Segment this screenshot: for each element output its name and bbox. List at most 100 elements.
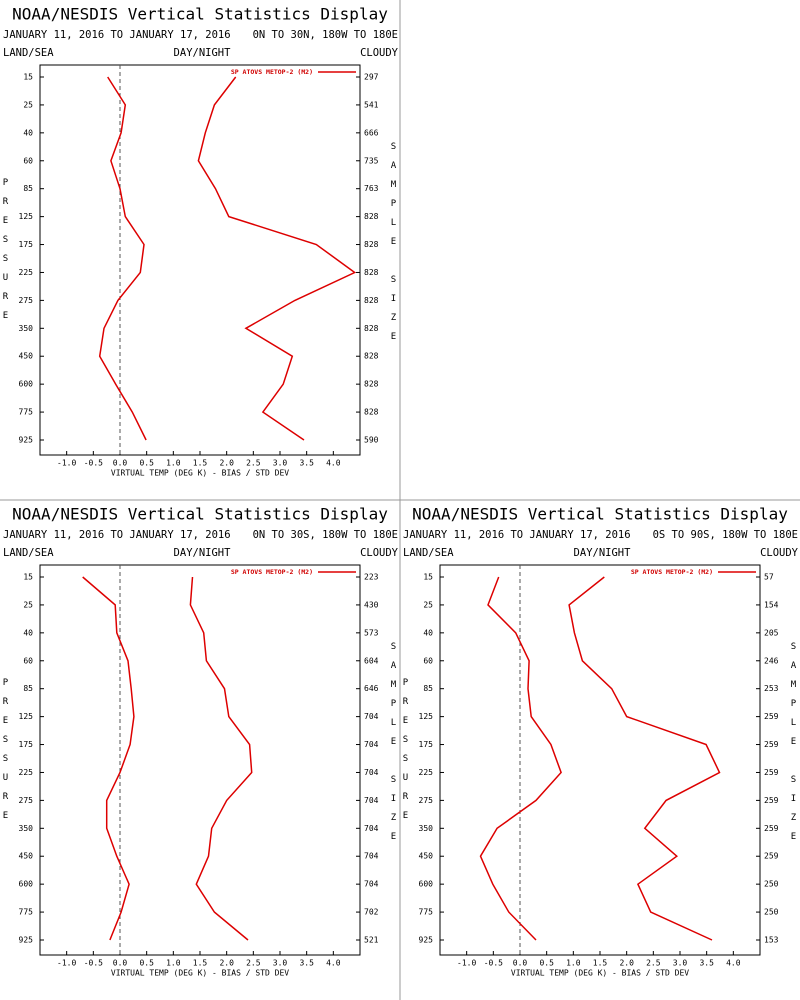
sample-size: 259 <box>764 796 779 805</box>
x-tick-label: 3.5 <box>299 959 314 968</box>
x-tick-label: 4.0 <box>326 459 341 468</box>
pressure-label: 40 <box>423 628 433 637</box>
pressure-label: 40 <box>23 128 33 137</box>
x-tick-label: 1.0 <box>566 959 581 968</box>
x-tick-label: 3.5 <box>699 959 714 968</box>
sample-size: 828 <box>364 212 379 221</box>
subtitle: JANUARY 11, 2016 TO JANUARY 17, 2016 <box>403 529 631 541</box>
pressure-label: 225 <box>19 768 34 777</box>
pressure-label: 450 <box>19 352 34 361</box>
pressure-label: 15 <box>423 573 433 582</box>
sample-size: 250 <box>764 880 779 889</box>
region: 0N TO 30N, 180W TO 180E <box>253 29 398 41</box>
pressure-label: 15 <box>23 573 33 582</box>
pressure-label: 60 <box>23 156 33 165</box>
x-tick-label: 2.5 <box>646 959 661 968</box>
sample-size: 250 <box>764 908 779 917</box>
legend-label: SP ATOVS METOP-2 (M2) <box>631 568 713 576</box>
x-tick-label: -0.5 <box>84 459 103 468</box>
std-dev-line <box>189 576 253 941</box>
x-tick-label: 1.5 <box>593 959 608 968</box>
chart-panel: NOAA/NESDIS Vertical Statistics Display J… <box>1 505 399 978</box>
sample-size: 430 <box>364 600 379 609</box>
land-sea-label: LAND/SEA <box>3 547 54 559</box>
x-tick-label: 2.5 <box>246 959 261 968</box>
cloudy-label: CLOUDY <box>360 47 399 59</box>
x-axis-label: VIRTUAL TEMP (DEG K) - BIAS / STD DEV <box>511 969 689 978</box>
pressure-label: 125 <box>419 712 434 721</box>
y-axis-label: PRESSURE <box>1 678 11 830</box>
pressure-label: 175 <box>19 240 34 249</box>
x-tick-label: 0.5 <box>539 959 554 968</box>
x-tick-label: 1.0 <box>166 959 181 968</box>
sample-size: 828 <box>364 296 379 305</box>
x-tick-label: 2.0 <box>219 959 234 968</box>
pressure-label: 775 <box>419 908 434 917</box>
pressure-label: 125 <box>19 212 34 221</box>
sample-size: 223 <box>364 573 379 582</box>
sample-size: 704 <box>364 880 379 889</box>
sample-size: 828 <box>364 380 379 389</box>
day-night-label: DAY/NIGHT <box>574 547 632 559</box>
x-tick-label: 3.0 <box>273 959 288 968</box>
pressure-label: 275 <box>419 796 434 805</box>
x-tick-label: 4.0 <box>326 959 341 968</box>
sample-size: 259 <box>764 712 779 721</box>
x-tick-label: 0.0 <box>513 959 528 968</box>
chart-panel: NOAA/NESDIS Vertical Statistics Display J… <box>1 5 399 478</box>
pressure-label: 85 <box>23 184 33 193</box>
pressure-label: 40 <box>23 628 33 637</box>
x-tick-label: 4.0 <box>726 959 741 968</box>
sample-size: 704 <box>364 852 379 861</box>
sample-size: 541 <box>364 100 379 109</box>
region: 0S TO 90S, 180W TO 180E <box>653 529 798 541</box>
region: 0N TO 30S, 180W TO 180E <box>253 529 398 541</box>
x-axis-label: VIRTUAL TEMP (DEG K) - BIAS / STD DEV <box>111 969 289 978</box>
pressure-label: 275 <box>19 796 34 805</box>
x-tick-label: 0.5 <box>139 459 154 468</box>
sample-size: 828 <box>364 324 379 333</box>
x-tick-label: 1.0 <box>166 459 181 468</box>
plot-frame <box>439 564 761 956</box>
sample-size: 704 <box>364 796 379 805</box>
legend-label: SP ATOVS METOP-2 (M2) <box>231 68 313 76</box>
x-tick-label: 2.0 <box>619 959 634 968</box>
y-axis-label: PRESSURE <box>1 178 11 330</box>
sample-size: 828 <box>364 408 379 417</box>
pressure-label: 600 <box>419 880 434 889</box>
sample-size: 702 <box>364 908 379 917</box>
subtitle: JANUARY 11, 2016 TO JANUARY 17, 2016 <box>3 29 231 41</box>
pressure-label: 275 <box>19 296 34 305</box>
land-sea-label: LAND/SEA <box>403 547 454 559</box>
pressure-label: 450 <box>19 852 34 861</box>
cloudy-label: CLOUDY <box>760 547 799 559</box>
pressure-label: 225 <box>19 268 34 277</box>
sample-size: 521 <box>364 936 379 945</box>
y-axis-label: PRESSURE <box>401 678 411 830</box>
y2-axis-label: SAMPLE SIZE <box>389 642 399 851</box>
pressure-label: 350 <box>19 824 34 833</box>
pressure-label: 25 <box>423 600 433 609</box>
sample-size: 666 <box>364 128 379 137</box>
pressure-label: 15 <box>23 73 33 82</box>
x-tick-label: -1.0 <box>457 959 476 968</box>
sample-size: 735 <box>364 156 379 165</box>
subtitle: JANUARY 11, 2016 TO JANUARY 17, 2016 <box>3 529 231 541</box>
sample-size: 604 <box>364 656 379 665</box>
x-tick-label: 2.5 <box>246 459 261 468</box>
sample-size: 763 <box>364 184 379 193</box>
pressure-label: 925 <box>419 936 434 945</box>
x-tick-label: 3.0 <box>673 959 688 968</box>
pressure-label: 350 <box>419 824 434 833</box>
pressure-label: 925 <box>19 936 34 945</box>
sample-size: 154 <box>764 600 779 609</box>
pressure-label: 175 <box>419 740 434 749</box>
day-night-label: DAY/NIGHT <box>174 47 232 59</box>
sample-size: 828 <box>364 352 379 361</box>
x-tick-label: -1.0 <box>57 459 76 468</box>
sample-size: 828 <box>364 268 379 277</box>
bias-line <box>98 76 147 441</box>
sample-size: 704 <box>364 712 379 721</box>
y2-axis-label: SAMPLE SIZE <box>389 142 399 351</box>
sample-size: 259 <box>764 824 779 833</box>
